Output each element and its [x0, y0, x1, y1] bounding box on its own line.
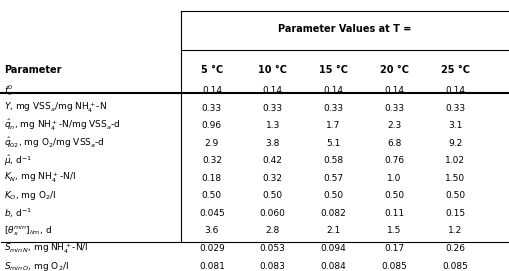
Text: 0.15: 0.15 — [444, 209, 465, 218]
Text: 0.14: 0.14 — [323, 86, 343, 95]
Text: 15 °C: 15 °C — [319, 65, 348, 75]
Text: 0.14: 0.14 — [202, 86, 221, 95]
Text: 0.17: 0.17 — [384, 244, 404, 253]
Text: 20 °C: 20 °C — [379, 65, 408, 75]
Text: 0.33: 0.33 — [444, 104, 465, 112]
Text: 0.085: 0.085 — [381, 262, 407, 271]
Text: 0.18: 0.18 — [202, 174, 221, 183]
Text: 25 °C: 25 °C — [440, 65, 469, 75]
Text: 0.14: 0.14 — [444, 86, 464, 95]
Text: 0.58: 0.58 — [323, 156, 343, 165]
Text: 0.33: 0.33 — [323, 104, 343, 112]
Text: 0.094: 0.094 — [320, 244, 346, 253]
Text: 0.96: 0.96 — [202, 121, 221, 130]
Text: 0.14: 0.14 — [262, 86, 282, 95]
Text: 3.1: 3.1 — [447, 121, 462, 130]
Text: 0.50: 0.50 — [262, 191, 282, 200]
Text: 0.33: 0.33 — [384, 104, 404, 112]
Text: 1.7: 1.7 — [326, 121, 340, 130]
Text: 0.11: 0.11 — [384, 209, 404, 218]
Text: 0.085: 0.085 — [441, 262, 467, 271]
Text: 5 °C: 5 °C — [201, 65, 222, 75]
Text: $S_{min\,N}$, mg NH$_4^+$-N/l: $S_{min\,N}$, mg NH$_4^+$-N/l — [4, 241, 89, 256]
Text: $\hat{\mu}$, d$^{-1}$: $\hat{\mu}$, d$^{-1}$ — [4, 153, 32, 168]
Text: 0.083: 0.083 — [259, 262, 285, 271]
Text: 0.32: 0.32 — [262, 174, 282, 183]
Text: 0.50: 0.50 — [444, 191, 465, 200]
Text: 0.76: 0.76 — [384, 156, 404, 165]
Text: $b$, d$^{-1}$: $b$, d$^{-1}$ — [4, 207, 32, 220]
Text: Parameter Values at T =: Parameter Values at T = — [278, 24, 411, 34]
Text: 0.42: 0.42 — [262, 156, 282, 165]
Text: 1.5: 1.5 — [386, 227, 401, 235]
Text: 1.50: 1.50 — [444, 174, 465, 183]
Text: 0.32: 0.32 — [202, 156, 221, 165]
Text: 0.57: 0.57 — [323, 174, 343, 183]
Text: 2.3: 2.3 — [387, 121, 401, 130]
Text: 0.060: 0.060 — [259, 209, 285, 218]
Text: 5.1: 5.1 — [326, 139, 340, 148]
Text: 0.14: 0.14 — [384, 86, 404, 95]
Text: 10 °C: 10 °C — [258, 65, 287, 75]
Text: 9.2: 9.2 — [447, 139, 462, 148]
Text: $Y$, mg VSS$_a$/mg NH$_4^+$-N: $Y$, mg VSS$_a$/mg NH$_4^+$-N — [4, 101, 107, 115]
Text: 1.0: 1.0 — [386, 174, 401, 183]
Text: 1.3: 1.3 — [265, 121, 279, 130]
Text: 6.8: 6.8 — [386, 139, 401, 148]
Text: Parameter: Parameter — [4, 65, 61, 75]
Text: $\hat{q}_n$, mg NH$_4^+$-N/mg VSS$_a$-d: $\hat{q}_n$, mg NH$_4^+$-N/mg VSS$_a$-d — [4, 118, 120, 133]
Text: 0.33: 0.33 — [202, 104, 221, 112]
Text: 0.50: 0.50 — [323, 191, 343, 200]
Text: $S_{min\,O}$, mg O$_2$/l: $S_{min\,O}$, mg O$_2$/l — [4, 260, 69, 271]
Text: $K_O$, mg O$_2$/l: $K_O$, mg O$_2$/l — [4, 189, 56, 202]
Text: 0.33: 0.33 — [262, 104, 282, 112]
Text: 0.50: 0.50 — [202, 191, 221, 200]
Text: $K_N$, mg NH$_4^+$-N/l: $K_N$, mg NH$_4^+$-N/l — [4, 171, 76, 185]
Text: 0.081: 0.081 — [199, 262, 224, 271]
Text: 0.053: 0.053 — [259, 244, 285, 253]
Text: 1.2: 1.2 — [447, 227, 462, 235]
Text: 3.6: 3.6 — [204, 227, 219, 235]
Text: 0.082: 0.082 — [320, 209, 346, 218]
Text: 0.50: 0.50 — [384, 191, 404, 200]
Text: 0.084: 0.084 — [320, 262, 346, 271]
Text: 3.8: 3.8 — [265, 139, 279, 148]
Text: $f_s^0$: $f_s^0$ — [4, 83, 13, 98]
Text: 2.9: 2.9 — [204, 139, 218, 148]
Text: 0.26: 0.26 — [444, 244, 464, 253]
Text: 0.045: 0.045 — [199, 209, 224, 218]
Text: 2.1: 2.1 — [326, 227, 340, 235]
Text: 2.8: 2.8 — [265, 227, 279, 235]
Text: 1.02: 1.02 — [444, 156, 464, 165]
Text: 0.029: 0.029 — [199, 244, 224, 253]
Text: $[\theta_x^{min}]_{lim}$, d: $[\theta_x^{min}]_{lim}$, d — [4, 224, 52, 238]
Text: $\hat{q}_{02}$, mg O$_2$/mg VSS$_a$-d: $\hat{q}_{02}$, mg O$_2$/mg VSS$_a$-d — [4, 136, 104, 150]
